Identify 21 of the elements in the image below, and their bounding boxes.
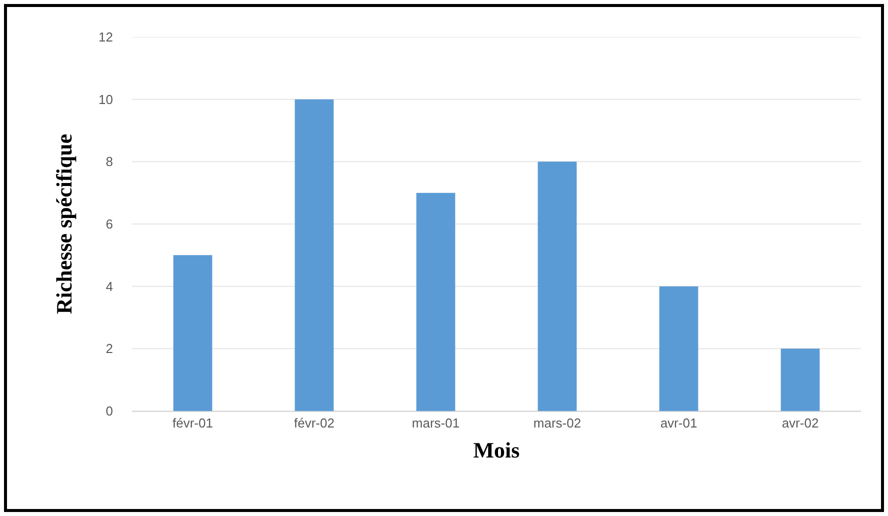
y-tick-label: 12 xyxy=(98,30,113,45)
y-tick-label: 10 xyxy=(98,92,113,107)
y-tick-label: 2 xyxy=(106,341,113,356)
x-tick-label: févr-02 xyxy=(294,416,334,431)
y-tick-label: 0 xyxy=(106,404,113,419)
bar xyxy=(416,192,456,411)
x-tick-label: mars-02 xyxy=(533,416,582,431)
bar xyxy=(659,286,698,411)
x-tick-label: mars-01 xyxy=(412,416,460,431)
x-tick-label: avr-02 xyxy=(782,416,819,431)
x-tick-label: févr-01 xyxy=(172,416,213,431)
bar xyxy=(294,99,334,411)
bar xyxy=(173,255,212,411)
bar xyxy=(780,348,820,411)
x-tick-label: avr-01 xyxy=(660,416,698,431)
y-tick-label: 8 xyxy=(106,154,113,170)
y-axis-title: Richesse spécifique xyxy=(51,134,76,314)
y-tick-label: 6 xyxy=(106,216,113,232)
bar xyxy=(538,162,577,411)
x-axis-title: Mois xyxy=(473,438,520,462)
y-tick-label: 4 xyxy=(106,278,113,294)
